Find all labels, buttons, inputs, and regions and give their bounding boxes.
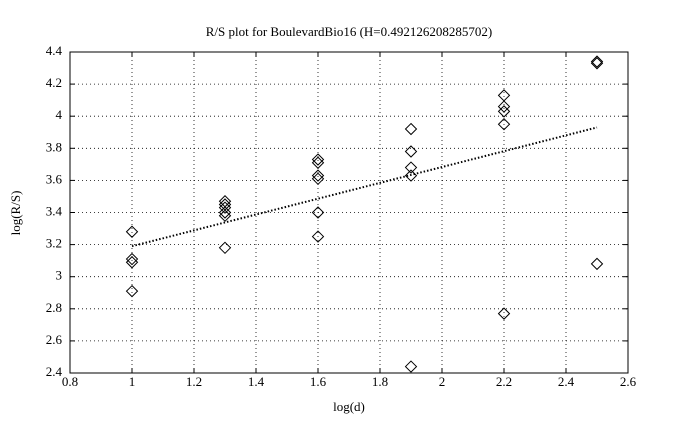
data-point: [311, 172, 325, 186]
data-point: [497, 89, 511, 102]
y-tick-label: 2.6: [46, 332, 63, 347]
x-tick-label: 1: [129, 374, 136, 389]
data-point: [497, 105, 511, 118]
data-point: [590, 57, 604, 70]
data-point: [497, 118, 511, 131]
plot-frame: [69, 51, 629, 374]
data-point: [590, 55, 604, 68]
x-axis-label: log(d): [333, 399, 365, 414]
fit-line: [131, 126, 598, 248]
data-point: [218, 206, 232, 219]
data-point: [125, 225, 139, 238]
data-point: [218, 195, 232, 208]
x-tick-label: 2.6: [620, 374, 637, 389]
x-tick-label: 0.8: [62, 374, 78, 389]
data-point: [218, 201, 232, 214]
data-point: [404, 145, 418, 158]
data-point: [311, 230, 325, 243]
data-point: [497, 307, 511, 320]
data-point: [404, 360, 418, 373]
y-tick-label: 4.2: [46, 75, 62, 90]
data-point: [125, 256, 139, 269]
y-tick-label: 3: [56, 268, 63, 283]
data-point: [125, 252, 139, 266]
x-tick-label: 2.4: [558, 374, 575, 389]
data-point: [590, 257, 604, 271]
y-tick-label: 3.2: [46, 236, 62, 251]
data-point: [497, 100, 511, 113]
data-point: [218, 209, 232, 222]
data-point: [311, 156, 325, 169]
x-tick-label: 1.4: [248, 374, 265, 389]
x-tick-label: 2: [439, 374, 446, 389]
y-tick-label: 3.8: [46, 139, 62, 154]
data-point: [218, 241, 232, 255]
data-point: [125, 284, 139, 298]
x-tick-label: 1.6: [310, 374, 327, 389]
data-point: [404, 122, 418, 136]
data-point: [311, 206, 325, 219]
data-point: [311, 153, 325, 166]
chart-title: R/S plot for BoulevardBio16 (H=0.4921262…: [206, 24, 492, 39]
data-point: [311, 169, 325, 182]
data-point: [218, 198, 232, 211]
x-tick-label: 1.2: [186, 374, 202, 389]
y-tick-label: 2.8: [46, 300, 62, 315]
y-tick-label: 3.6: [46, 171, 63, 186]
y-axis-label: log(R/S): [8, 191, 23, 236]
data-point: [404, 161, 418, 174]
y-tick-label: 4.4: [46, 43, 63, 58]
x-tick-label: 2.2: [496, 374, 512, 389]
x-tick-label: 1.8: [372, 374, 388, 389]
y-tick-label: 4: [56, 107, 63, 122]
y-tick-label: 2.4: [46, 364, 63, 379]
y-tick-label: 3.4: [46, 203, 63, 218]
